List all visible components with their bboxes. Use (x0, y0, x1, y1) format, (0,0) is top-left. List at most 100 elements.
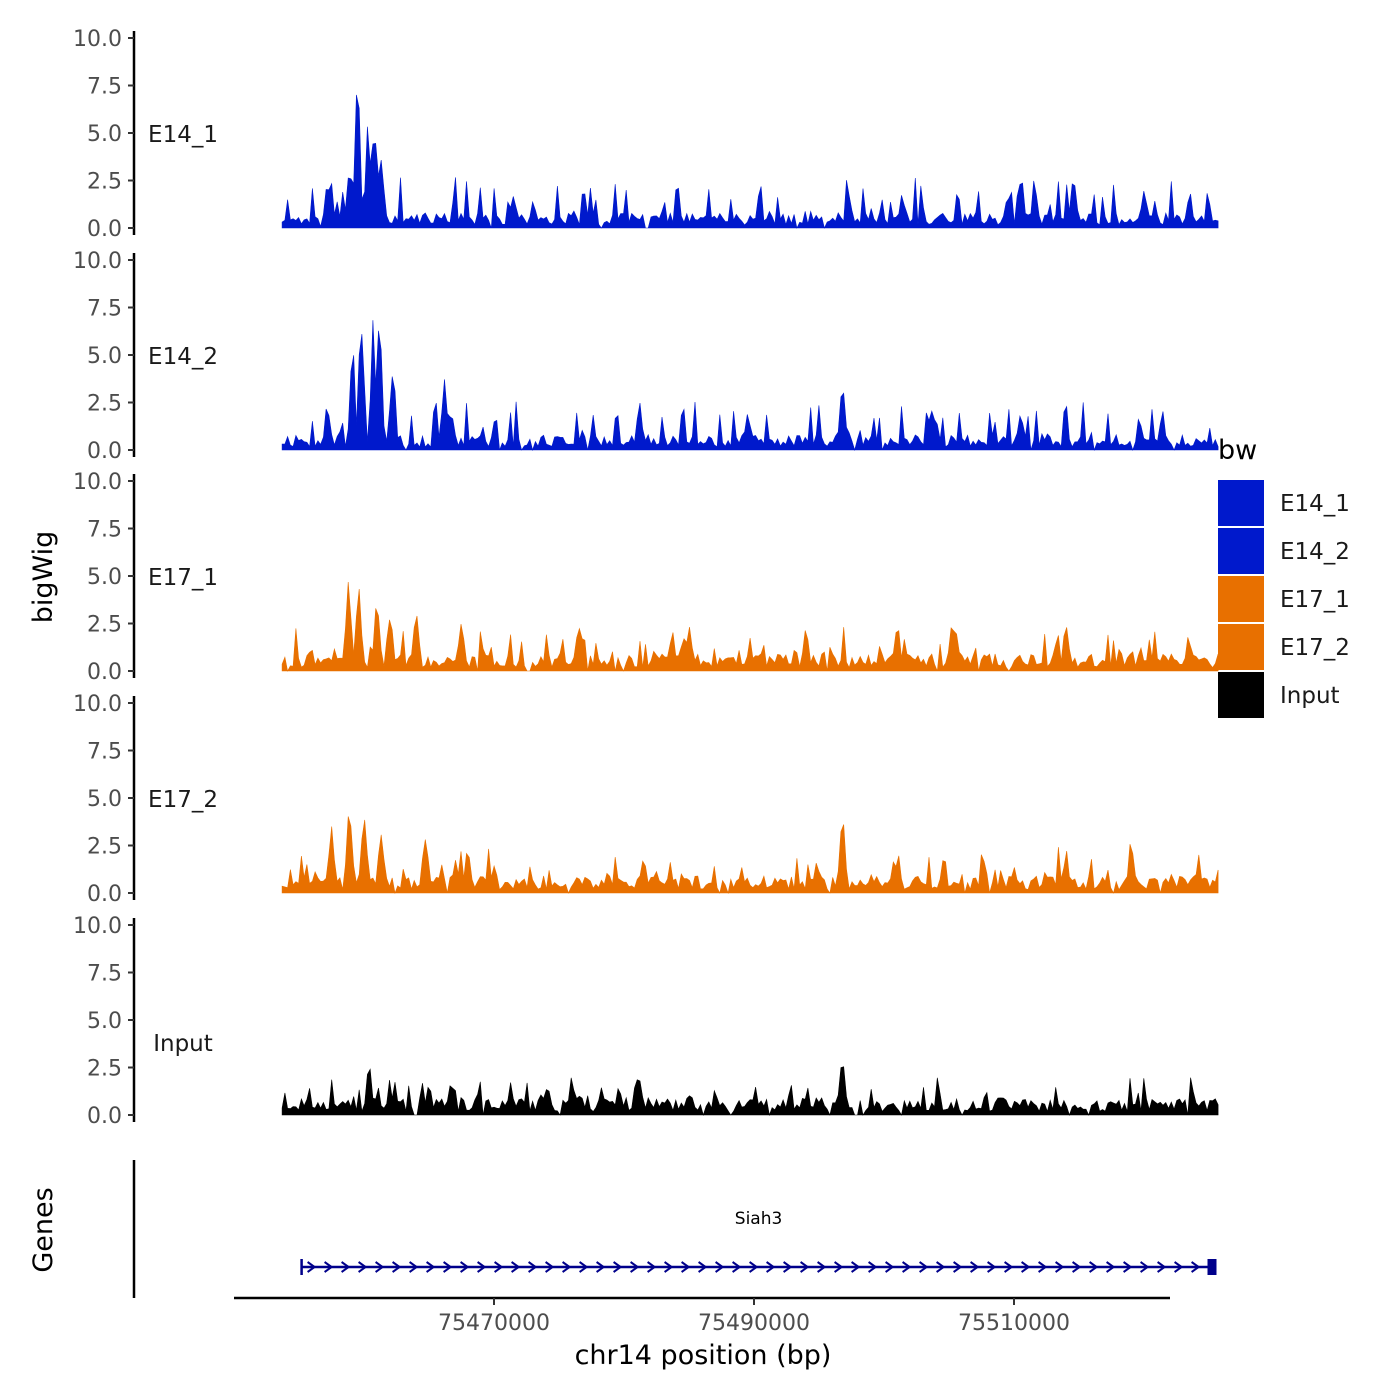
legend: bw E14_1 E14_2 E17_1 E17_2 Input (1218, 435, 1350, 718)
y-tick-label: 10.0 (73, 470, 122, 495)
y-tick-label: 0.0 (87, 217, 122, 242)
y-tick-label: 2.5 (87, 1057, 122, 1082)
y-axis-title: bigWig (28, 531, 59, 624)
strand-arrow (596, 1261, 606, 1273)
x-axis: 75470000 75490000 75510000 (234, 1296, 1170, 1336)
x-tick-label: 75490000 (698, 1311, 810, 1336)
track-label-E17_2: E17_2 (148, 787, 218, 813)
legend-label-E17_2: E17_2 (1280, 635, 1350, 661)
signal-area-E14_1 (281, 94, 1219, 229)
strand-arrow (902, 1261, 912, 1273)
x-tick-label: 75470000 (438, 1311, 550, 1336)
gene-Siah3: Siah3 (300, 1209, 1217, 1275)
strand-arrow (1106, 1261, 1116, 1273)
y-tick-label: 5.0 (87, 122, 122, 147)
track-label-Input: Input (153, 1031, 213, 1057)
strand-arrow (1191, 1261, 1201, 1273)
strand-arrow (817, 1261, 827, 1273)
y-tick-label: 0.0 (87, 660, 122, 685)
y-tick-label: 10.0 (73, 27, 122, 52)
strand-arrow (1055, 1261, 1065, 1273)
y-tick-label: 2.5 (87, 170, 122, 195)
legend-label-E17_1: E17_1 (1280, 587, 1350, 613)
legend-swatch-E17_2 (1218, 624, 1264, 670)
strand-arrow (1174, 1261, 1184, 1273)
strand-arrow (341, 1261, 351, 1273)
y-tick-label: 10.0 (73, 692, 122, 717)
strand-arrow (1157, 1261, 1167, 1273)
strand-arrow (953, 1261, 963, 1273)
y-tick-label: 0.0 (87, 1104, 122, 1129)
legend-label-Input: Input (1280, 683, 1340, 709)
strand-arrow (698, 1261, 708, 1273)
strand-arrow (970, 1261, 980, 1273)
strand-arrow (1123, 1261, 1133, 1273)
legend-swatch-E14_1 (1218, 480, 1264, 526)
track-E14_2: 0.0 2.5 5.0 7.5 10.0 E14_2 (73, 249, 1219, 464)
y-tick-label: 7.5 (87, 962, 122, 987)
strand-arrow (409, 1261, 419, 1273)
strand-arrow (783, 1261, 793, 1273)
strand-arrow (392, 1261, 402, 1273)
strand-arrow (460, 1261, 470, 1273)
signal-tracks: 0.0 2.5 5.0 7.5 10.0 E14_1 0.0 2.5 5.0 7.5 10.0 E14… (73, 27, 1219, 1129)
strand-arrow (885, 1261, 895, 1273)
track-label-E14_1: E14_1 (148, 122, 218, 148)
legend-swatch-Input (1218, 672, 1264, 718)
y-tick-label: 10.0 (73, 914, 122, 939)
y-tick-label: 5.0 (87, 565, 122, 590)
track-E17_1: 0.0 2.5 5.0 7.5 10.0 E17_1 (73, 470, 1219, 685)
y-tick-label: 7.5 (87, 740, 122, 765)
y-tick-label: 2.5 (87, 835, 122, 860)
strand-arrow (1072, 1261, 1082, 1273)
strand-arrow (494, 1261, 504, 1273)
y-tick-label: 2.5 (87, 613, 122, 638)
strand-arrow (562, 1261, 572, 1273)
strand-arrow (324, 1261, 334, 1273)
strand-arrow (919, 1261, 929, 1273)
strand-arrow (800, 1261, 810, 1273)
y-tick-label: 5.0 (87, 1009, 122, 1034)
legend-title: bw (1218, 435, 1257, 466)
y-tick-label: 5.0 (87, 787, 122, 812)
y-tick-label: 7.5 (87, 297, 122, 322)
strand-arrow (426, 1261, 436, 1273)
gene-label: Siah3 (735, 1209, 783, 1229)
strand-arrow (511, 1261, 521, 1273)
track-E14_1: 0.0 2.5 5.0 7.5 10.0 E14_1 (73, 27, 1219, 242)
signal-area-E14_2 (281, 320, 1219, 452)
strand-arrow (307, 1261, 317, 1273)
x-axis-title: chr14 position (bp) (575, 1340, 832, 1371)
strand-arrow (1140, 1261, 1150, 1273)
y-tick-label: 10.0 (73, 249, 122, 274)
strand-arrow (749, 1261, 759, 1273)
x-tick-label: 75510000 (958, 1311, 1070, 1336)
strand-arrow (477, 1261, 487, 1273)
track-Input: 0.0 2.5 5.0 7.5 10.0 Input (73, 914, 1219, 1129)
strand-arrow (664, 1261, 674, 1273)
y-tick-label: 7.5 (87, 75, 122, 100)
y-tick-label: 7.5 (87, 518, 122, 543)
gene-track-title: Genes (28, 1187, 59, 1272)
strand-arrow (851, 1261, 861, 1273)
y-tick-label: 0.0 (87, 882, 122, 907)
legend-label-E14_1: E14_1 (1280, 491, 1350, 517)
gene-track: Siah3 (132, 1160, 1217, 1298)
signal-area-E17_1 (281, 581, 1219, 672)
strand-arrow (1089, 1261, 1099, 1273)
strand-arrow (647, 1261, 657, 1273)
legend-swatch-E17_1 (1218, 576, 1264, 622)
strand-arrow (545, 1261, 555, 1273)
gene-end-exon (1207, 1259, 1217, 1275)
strand-arrow (732, 1261, 742, 1273)
strand-arrow (936, 1261, 946, 1273)
strand-arrow (1021, 1261, 1031, 1273)
track-label-E14_2: E14_2 (148, 344, 218, 370)
strand-arrow (681, 1261, 691, 1273)
y-tick-label: 5.0 (87, 344, 122, 369)
strand-arrow (613, 1261, 623, 1273)
legend-label-E14_2: E14_2 (1280, 539, 1350, 565)
strand-arrow (579, 1261, 589, 1273)
strand-arrow (987, 1261, 997, 1273)
